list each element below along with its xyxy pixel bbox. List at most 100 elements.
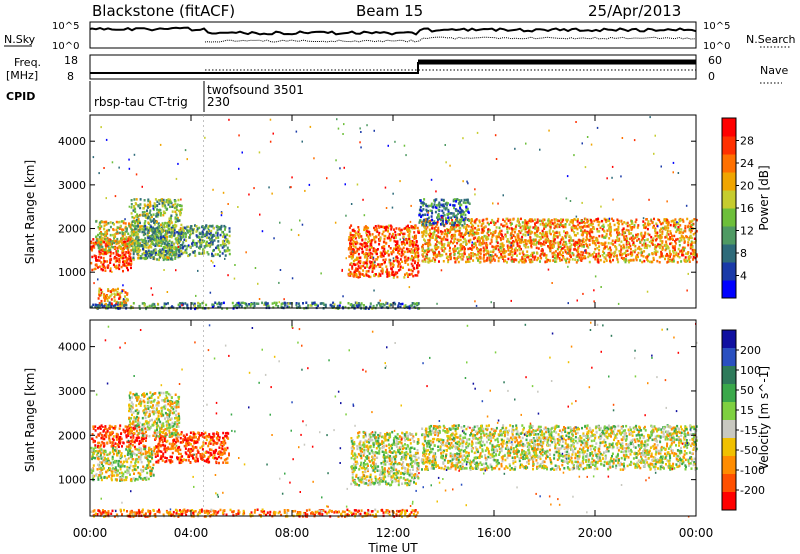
data-cell xyxy=(627,241,629,244)
data-cell xyxy=(543,252,546,256)
data-cell xyxy=(464,201,467,205)
data-cell xyxy=(161,202,164,205)
data-cell xyxy=(180,302,183,305)
noise-cell xyxy=(436,302,438,305)
data-cell xyxy=(97,297,100,300)
data-cell xyxy=(95,235,98,238)
data-cell xyxy=(595,218,598,221)
data-cell xyxy=(203,246,206,249)
data-cell xyxy=(162,235,165,238)
data-cell xyxy=(482,250,485,253)
data-cell xyxy=(557,253,560,256)
data-cell xyxy=(591,239,594,242)
noise-cell xyxy=(128,205,131,208)
data-cell xyxy=(598,234,601,238)
data-cell xyxy=(604,257,607,260)
data-cell xyxy=(127,237,130,241)
data-cell xyxy=(454,230,457,233)
data-cell xyxy=(97,255,100,259)
data-cell xyxy=(673,221,676,225)
data-cell xyxy=(681,251,684,255)
data-cell xyxy=(181,227,183,231)
data-cell xyxy=(103,234,106,238)
data-cell xyxy=(492,230,495,234)
data-cell xyxy=(539,223,542,226)
data-cell xyxy=(175,224,178,227)
data-cell xyxy=(420,220,423,224)
data-cell xyxy=(646,244,649,247)
data-cell xyxy=(417,231,420,234)
data-cell xyxy=(560,218,562,221)
data-cell xyxy=(446,233,449,236)
data-cell xyxy=(597,241,600,245)
data-cell xyxy=(583,229,586,232)
data-cell xyxy=(176,219,179,223)
data-cell xyxy=(510,227,513,230)
data-cell xyxy=(641,237,644,240)
data-cell xyxy=(643,259,646,263)
data-cell xyxy=(434,243,437,246)
data-cell xyxy=(460,244,462,248)
data-cell xyxy=(176,240,179,244)
data-cell xyxy=(651,238,654,242)
data-cell xyxy=(617,239,620,242)
data-cell xyxy=(150,213,153,217)
data-cell xyxy=(498,226,501,229)
data-cell xyxy=(138,307,141,310)
data-cell xyxy=(391,273,394,276)
data-cell xyxy=(435,254,437,257)
data-cell xyxy=(580,259,583,262)
data-cell xyxy=(202,228,205,231)
data-cell xyxy=(103,296,106,299)
data-cell xyxy=(219,233,222,237)
data-cell xyxy=(166,235,168,238)
data-cell xyxy=(217,305,220,309)
data-cell xyxy=(109,221,112,224)
data-cell xyxy=(473,245,476,249)
data-cell xyxy=(168,217,171,220)
data-cell xyxy=(101,291,104,294)
data-cell xyxy=(519,231,522,235)
data-cell xyxy=(523,258,526,261)
data-cell xyxy=(188,229,190,232)
data-cell xyxy=(376,248,379,251)
data-cell xyxy=(630,220,633,223)
data-cell xyxy=(349,244,352,248)
data-cell xyxy=(379,273,381,276)
data-cell xyxy=(148,237,151,240)
data-cell xyxy=(412,274,415,278)
data-cell xyxy=(419,209,422,212)
data-cell xyxy=(623,236,626,239)
data-cell xyxy=(553,241,556,244)
noise-cell xyxy=(600,286,602,288)
data-cell xyxy=(360,302,363,305)
noise-cell xyxy=(612,198,614,201)
data-cell xyxy=(454,220,457,223)
data-cell xyxy=(595,255,597,258)
noise-cell xyxy=(474,188,476,191)
data-cell xyxy=(607,253,610,256)
data-cell xyxy=(146,209,148,212)
data-cell xyxy=(362,264,365,268)
data-cell xyxy=(587,255,590,259)
data-cell xyxy=(561,251,564,254)
data-cell xyxy=(410,248,413,251)
data-cell xyxy=(582,256,585,260)
data-cell xyxy=(672,259,675,263)
data-cell xyxy=(353,270,356,274)
data-cell xyxy=(588,239,591,242)
data-cell xyxy=(591,222,594,226)
noise-cell xyxy=(97,278,99,281)
noise-cell xyxy=(123,298,125,301)
data-cell xyxy=(240,301,243,305)
data-cell xyxy=(684,230,687,233)
data-cell xyxy=(394,233,397,237)
data-cell xyxy=(223,233,226,236)
data-cell xyxy=(683,236,686,240)
data-cell xyxy=(199,305,202,309)
data-cell xyxy=(397,249,400,252)
data-cell xyxy=(446,238,449,242)
data-cell xyxy=(497,232,500,235)
data-cell xyxy=(399,265,402,269)
noise-cell xyxy=(544,238,547,241)
